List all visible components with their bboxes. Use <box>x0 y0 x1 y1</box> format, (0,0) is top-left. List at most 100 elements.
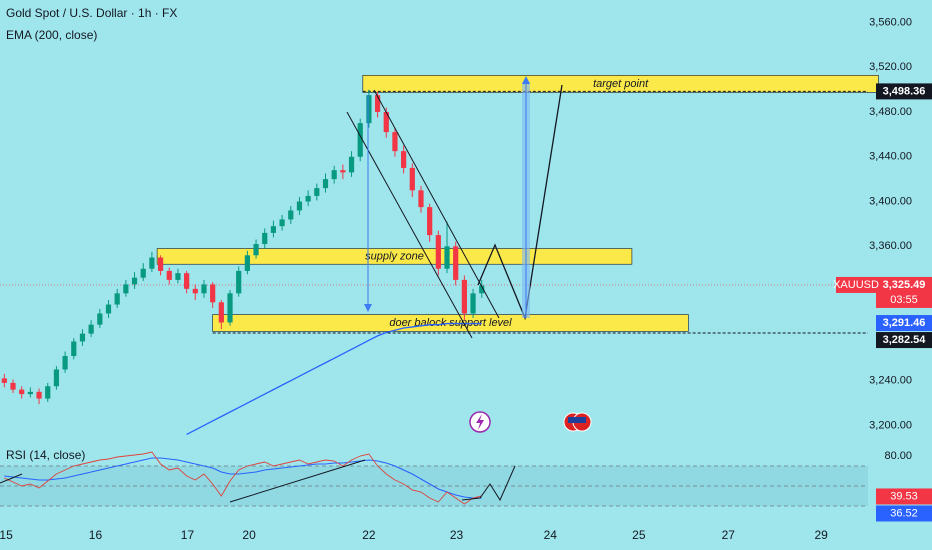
price-tag-countdown: 03:55 <box>890 294 918 306</box>
y-tick-label: 3,400.00 <box>869 195 912 207</box>
candle-body <box>470 293 476 314</box>
candle-body <box>184 273 190 289</box>
price-tag-label: 3,282.54 <box>883 334 927 346</box>
candle-body <box>201 284 207 294</box>
x-tick-label: 27 <box>722 528 736 542</box>
candle-body <box>461 279 467 314</box>
x-tick-label: 25 <box>632 528 646 542</box>
candle-body <box>166 270 172 280</box>
candle-body <box>453 246 459 280</box>
y-tick-label: 3,200.00 <box>869 419 912 431</box>
candle-body <box>366 95 372 124</box>
candle-body <box>218 302 224 323</box>
candle-body <box>10 382 16 390</box>
zone-label: supply zone <box>365 250 424 262</box>
candle-body <box>192 288 198 294</box>
y-tick-label: 3,240.00 <box>869 375 912 387</box>
candle-body <box>383 111 389 133</box>
candle-body <box>131 277 138 285</box>
projection-path <box>477 84 563 321</box>
rsi-tick-label: 80.00 <box>884 450 912 462</box>
candle-body <box>105 304 112 314</box>
channel-line <box>373 89 500 319</box>
candle-body <box>331 170 337 180</box>
rsi-tag <box>876 505 932 522</box>
candle-body <box>435 235 441 269</box>
candle-body <box>62 356 68 370</box>
y-tick-label: 3,560.00 <box>869 16 912 28</box>
x-tick-label: 15 <box>0 528 13 542</box>
candle-body <box>374 95 381 112</box>
candle-body <box>418 190 424 208</box>
price-tag <box>876 332 932 349</box>
flag-canton <box>577 417 586 423</box>
y-tick-label: 3,480.00 <box>869 106 912 118</box>
x-tick-label: 23 <box>450 528 464 542</box>
price-tag <box>876 83 932 100</box>
rsi-line <box>4 451 482 505</box>
rsi-ma-line <box>4 457 482 499</box>
price-tag-label: 3,498.36 <box>883 85 926 97</box>
candle-body <box>427 207 433 236</box>
candle-body <box>123 284 129 294</box>
x-tick-label: 24 <box>544 528 558 542</box>
candle-body <box>357 123 363 157</box>
candle-body <box>253 244 259 256</box>
event-icons <box>469 411 592 433</box>
candle-body <box>19 389 25 395</box>
rsi-projection <box>461 465 516 502</box>
candle-body <box>409 167 415 191</box>
candle-body <box>348 156 355 173</box>
candle-body <box>322 179 329 189</box>
candle-body <box>236 270 242 294</box>
event-icon-glyph <box>476 414 484 430</box>
zone <box>156 248 633 265</box>
candle-body <box>444 246 450 269</box>
candle-body <box>227 293 233 323</box>
candle-body <box>305 195 311 202</box>
symbol-tag <box>836 276 876 293</box>
y-tick-label: 3,440.00 <box>869 151 912 163</box>
rsi-legend: RSI (14, close) <box>6 448 85 462</box>
candle-body <box>97 313 103 325</box>
candle-body <box>36 391 42 399</box>
candle-body <box>270 226 277 233</box>
candle-body <box>1 378 7 383</box>
ema-line <box>186 322 482 435</box>
candle-body <box>157 257 164 271</box>
flag-canton <box>568 417 577 423</box>
x-tick-label: 29 <box>814 528 828 542</box>
zone-label: target point <box>593 78 649 90</box>
candle-body <box>27 391 33 395</box>
price-tag <box>876 315 932 332</box>
x-tick-label: 16 <box>89 528 103 542</box>
x-tick-label: 17 <box>181 528 195 542</box>
rsi-trend-line <box>0 473 23 484</box>
candle-body <box>175 273 181 280</box>
candle-body <box>210 284 216 303</box>
candle-body <box>392 132 398 152</box>
candle-body <box>149 257 155 269</box>
candle-body <box>114 293 120 305</box>
arrow-head <box>364 304 372 312</box>
candle-body <box>71 341 77 357</box>
candle-body <box>296 201 303 211</box>
candle-body <box>314 188 320 196</box>
price-tag-label: 3,325.49 <box>883 279 926 291</box>
drawings <box>0 84 563 503</box>
price-tag <box>876 276 932 308</box>
measure-arrows <box>364 76 530 318</box>
x-tick-label: 20 <box>242 528 256 542</box>
rsi-trend-line <box>229 459 366 503</box>
candle-body <box>45 386 51 399</box>
candle-body <box>479 285 485 294</box>
rsi-tag-label: 36.52 <box>890 507 918 519</box>
candle-body <box>401 151 407 168</box>
candle-body <box>79 333 86 342</box>
candle-body <box>340 170 346 173</box>
x-tick-label: 22 <box>362 528 376 542</box>
y-tick-label: 3,360.00 <box>869 240 912 252</box>
y-tick-label: 3,520.00 <box>869 61 912 73</box>
candle-body <box>88 324 94 334</box>
